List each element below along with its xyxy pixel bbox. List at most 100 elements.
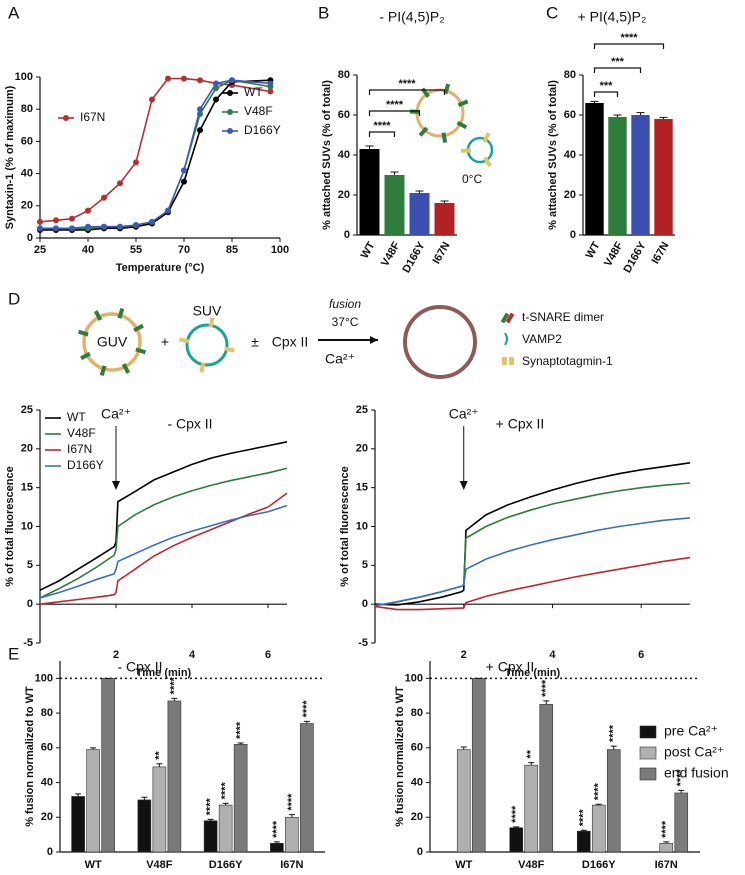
point <box>101 223 107 230</box>
y-axis-title: % of total fluorescence <box>4 466 16 586</box>
error-bar <box>613 114 622 117</box>
y-tick-label: 15 <box>21 482 33 494</box>
significance-label: **** <box>301 700 313 718</box>
error-bar <box>590 100 599 103</box>
error-bar <box>460 746 467 750</box>
bar <box>631 115 650 235</box>
y-tick-label: 0 <box>362 598 368 610</box>
x-tick-label: D166Y <box>209 859 243 871</box>
bar <box>359 149 380 235</box>
significance-label: **** <box>373 120 391 132</box>
series-line <box>39 77 271 223</box>
protein-icon <box>135 347 147 355</box>
point <box>197 77 203 84</box>
x-axis-title: Time (min) <box>136 667 192 679</box>
y-tick-label: 0 <box>570 229 576 241</box>
protein-icon <box>443 83 451 95</box>
point <box>165 75 171 82</box>
x-tick-label: D166Y <box>582 859 616 871</box>
x-tick-label: I67N <box>431 240 453 266</box>
protein-icon <box>460 148 472 153</box>
protein-icon <box>80 351 91 361</box>
x-tick-label: I67N <box>650 240 672 266</box>
bar <box>659 843 674 853</box>
error-bar <box>222 802 229 806</box>
y-tick-label: 80 <box>411 707 423 719</box>
bar <box>233 744 248 853</box>
x-tick-label: I67N <box>280 859 303 871</box>
y-tick-label: 80 <box>338 69 350 81</box>
annotation: Ca²⁺ <box>449 406 479 422</box>
chart-title: - Cpx II <box>167 416 212 432</box>
chart-title: + Cpx II <box>486 659 535 675</box>
significance-label: **** <box>168 676 180 694</box>
point <box>213 96 219 103</box>
x-tick-label: I67N <box>655 859 678 871</box>
y-axis-title: % fusion normalized to WT <box>24 686 36 827</box>
point <box>197 106 203 113</box>
legend-label: I67N <box>67 442 92 456</box>
error-bar <box>415 190 424 193</box>
point <box>133 222 139 229</box>
error-bar <box>678 789 685 793</box>
x-tick-label: V48F <box>379 240 403 269</box>
panel-letter: A <box>8 3 20 22</box>
guv <box>82 312 142 372</box>
y-tick-label: 60 <box>21 135 33 147</box>
y-tick-label: 40 <box>41 776 53 788</box>
legend-swatch <box>227 109 233 115</box>
suv <box>185 323 229 367</box>
series-line <box>374 556 691 611</box>
significance-label: **** <box>510 805 522 823</box>
significance-label: ** <box>153 751 165 760</box>
y-axis-title: % of total fluorescence <box>339 466 351 586</box>
bar <box>524 764 539 853</box>
point <box>37 218 43 225</box>
x-tick-label: 40 <box>82 244 94 256</box>
y-tick-label: 60 <box>564 109 576 121</box>
error-bar <box>440 200 449 203</box>
x-tick-label: 55 <box>130 244 142 256</box>
bar <box>285 816 299 853</box>
x-axis-title: Time (min) <box>505 667 561 679</box>
y-tick-label: 100 <box>35 672 53 684</box>
point <box>101 194 107 201</box>
protein-icon <box>483 156 492 168</box>
y-tick-label: 0 <box>417 846 423 858</box>
protein-icon <box>179 337 190 344</box>
point <box>85 223 91 230</box>
legend-text: t-SNARE dimer <box>522 310 604 324</box>
significance-label: **** <box>593 782 605 800</box>
point <box>229 77 235 84</box>
legend-swatch <box>63 115 69 121</box>
error-bar <box>513 826 520 828</box>
significance-bracket <box>368 89 446 95</box>
significance-label: *** <box>611 56 625 68</box>
series-line <box>374 517 691 607</box>
point <box>267 80 274 87</box>
error-bar <box>273 841 280 844</box>
arrow-head <box>370 336 378 344</box>
error-bar <box>75 793 82 797</box>
y-tick-label: 20 <box>21 443 33 455</box>
bar <box>585 103 604 235</box>
protein-icon <box>441 132 448 143</box>
significance-label: **** <box>578 808 590 826</box>
legend-swatch <box>639 725 657 739</box>
y-tick-label: 20 <box>356 443 368 455</box>
series-line <box>39 492 288 605</box>
bar <box>300 723 314 853</box>
y-tick-label: 20 <box>411 811 423 823</box>
point <box>197 127 203 134</box>
legend-label: WT <box>244 85 263 99</box>
point <box>181 75 187 82</box>
y-tick-label: 0 <box>344 229 350 241</box>
significance-label: **** <box>271 820 283 838</box>
bar <box>509 827 524 853</box>
annotation-arrow-head <box>459 481 468 490</box>
y-tick-label: 0 <box>27 598 33 610</box>
panel-letter: D <box>8 289 20 308</box>
protein-icon <box>117 307 125 319</box>
point <box>85 207 91 214</box>
point <box>165 207 171 214</box>
